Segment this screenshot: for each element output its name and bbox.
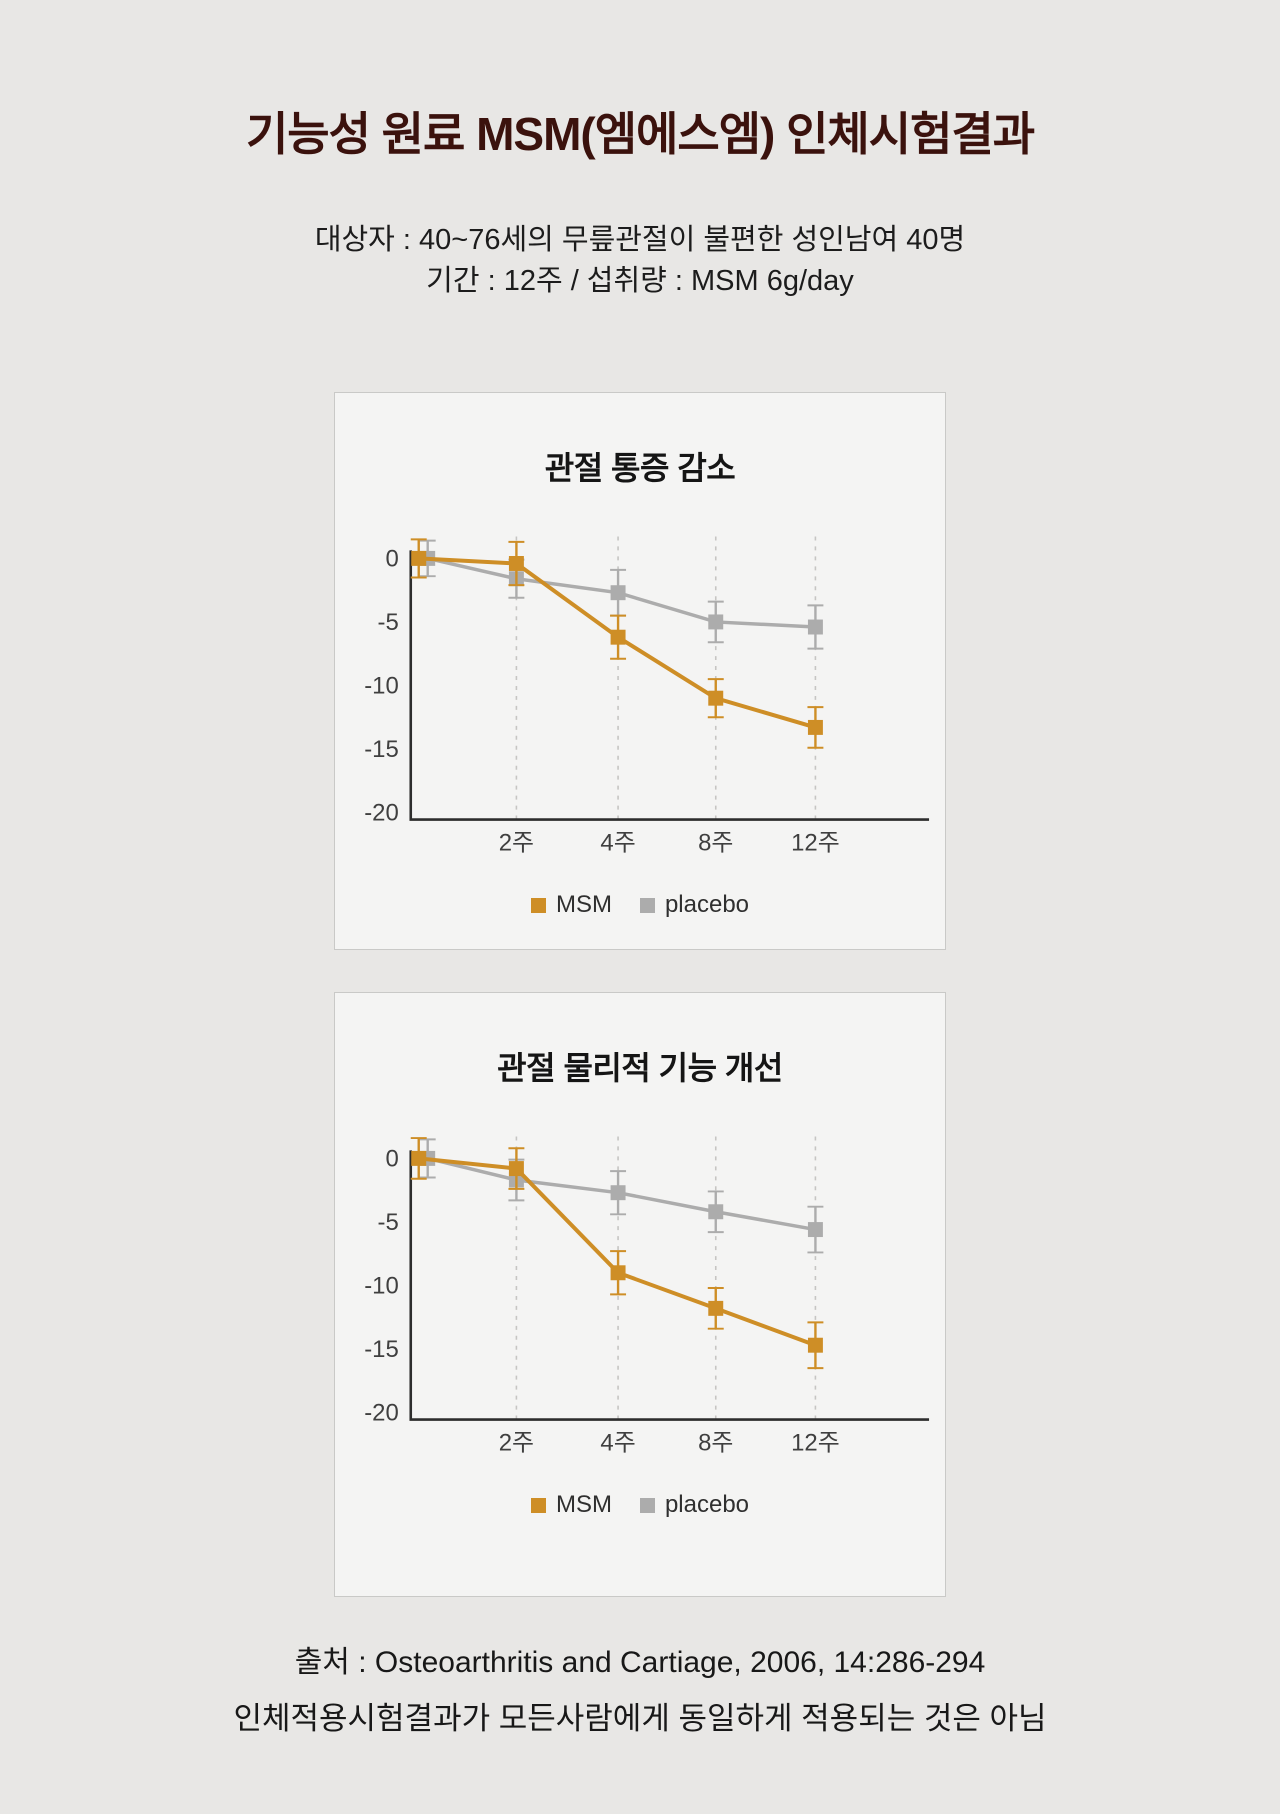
svg-text:-5: -5 bbox=[378, 1209, 399, 1236]
legend-entry-msm: MSM bbox=[530, 891, 612, 919]
placebo-legend-label: placebo bbox=[664, 1491, 750, 1518]
subtitle-duration-dose: 기간 : 12주 / 섭취량 : MSM 6g/day bbox=[426, 265, 854, 297]
disclaimer-text: 인체적용시험결과가 모든사람에게 동일하게 적용되는 것은 아님 bbox=[233, 1701, 1047, 1736]
svg-text:-20: -20 bbox=[364, 1400, 399, 1427]
legend-entry-placebo: placebo bbox=[639, 1491, 750, 1519]
chart-title-physical-function: 관절 물리적 기능 개선 bbox=[497, 1050, 783, 1086]
svg-text:-5: -5 bbox=[378, 609, 399, 636]
msm-legend-label: MSM bbox=[555, 1491, 612, 1518]
legend-entry-placebo: placebo bbox=[639, 891, 750, 919]
svg-text:12주: 12주 bbox=[791, 829, 840, 856]
svg-text:4주: 4주 bbox=[600, 829, 635, 856]
svg-text:-10: -10 bbox=[364, 1272, 399, 1299]
placebo-legend-swatch-icon bbox=[639, 897, 655, 913]
placebo-legend-swatch-icon bbox=[639, 1497, 655, 1513]
chart-title-pain-reduction: 관절 통증 감소 bbox=[544, 450, 736, 486]
page-title: 기능성 원료 MSM(엠에스엠) 인체시험결과 bbox=[245, 108, 1035, 160]
msm-legend-label: MSM bbox=[555, 891, 612, 918]
svg-text:2주: 2주 bbox=[499, 829, 534, 856]
svg-text:-15: -15 bbox=[364, 1336, 399, 1363]
pain-chart-legend: MSM placebo bbox=[335, 891, 945, 919]
chart-card-pain-reduction: 관절 통증 감소 0 -5 -10 -15 -20 2주 4주 8주 12주 MSM place… bbox=[334, 392, 946, 950]
legend-entry-msm: MSM bbox=[530, 1491, 612, 1519]
svg-text:-15: -15 bbox=[364, 736, 399, 763]
msm-legend-swatch-icon bbox=[530, 897, 546, 913]
svg-text:0: 0 bbox=[385, 1145, 398, 1172]
pain-reduction-chart: 0 -5 -10 -15 -20 2주 4주 8주 12주 bbox=[364, 536, 930, 856]
svg-text:8주: 8주 bbox=[698, 1429, 733, 1456]
svg-text:0: 0 bbox=[385, 545, 398, 572]
function-chart-legend: MSM placebo bbox=[335, 1491, 945, 1519]
svg-text:8주: 8주 bbox=[698, 829, 733, 856]
svg-text:4주: 4주 bbox=[600, 1429, 635, 1456]
subtitle-subjects: 대상자 : 40~76세의 무릎관절이 불편한 성인남여 40명 bbox=[314, 224, 966, 256]
physical-function-chart: 0 -5 -10 -15 -20 2주 4주 8주 12주 bbox=[364, 1136, 930, 1456]
svg-text:2주: 2주 bbox=[499, 1429, 534, 1456]
svg-text:12주: 12주 bbox=[791, 1429, 840, 1456]
infographic-page: 기능성 원료 MSM(엠에스엠) 인체시험결과 대상자 : 40~76세의 무릎… bbox=[233, 108, 1047, 1736]
svg-text:-10: -10 bbox=[364, 672, 399, 699]
svg-text:-20: -20 bbox=[364, 800, 399, 827]
msm-legend-swatch-icon bbox=[530, 1497, 546, 1513]
source-citation: 출처 : Osteoarthritis and Cartiage, 2006, … bbox=[294, 1646, 986, 1679]
placebo-legend-label: placebo bbox=[664, 891, 750, 918]
chart-card-physical-function: 관절 물리적 기능 개선 0 -5 -10 -15 -20 2주 4주 8주 12주 MSM p… bbox=[334, 992, 946, 1597]
